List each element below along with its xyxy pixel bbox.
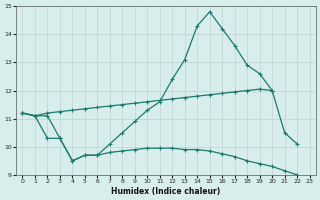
X-axis label: Humidex (Indice chaleur): Humidex (Indice chaleur): [111, 187, 221, 196]
